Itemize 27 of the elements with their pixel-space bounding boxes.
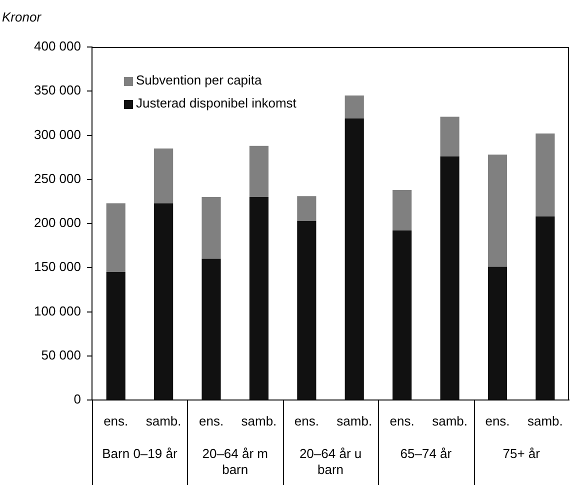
y-tick-label: 300 000 (34, 126, 81, 142)
text: Barn 0–19 år (102, 446, 178, 462)
y-tick-label: 250 000 (34, 170, 81, 186)
x-tick-label: samb. (432, 413, 468, 428)
y-tick-label: 350 000 (34, 82, 81, 98)
y-tick-label: 100 000 (34, 303, 81, 318)
x-tick-label: ens. (104, 413, 128, 428)
y-tick-label: 50 000 (41, 347, 81, 362)
x-tick-label: samb. (241, 413, 277, 428)
x-tick-label: samb. (336, 413, 372, 428)
x-tick-label: ens. (198, 413, 224, 428)
y-tick-label: 400 000 (34, 38, 81, 54)
y-tick-label: 200 000 (34, 215, 81, 230)
text: 20–64 år m barn (202, 446, 268, 478)
legend-label: Justerad disponibel inkomst (136, 96, 297, 111)
legend-label: Subvention per capita (136, 72, 263, 88)
text: 75+ år (502, 446, 541, 462)
y-tick-label: 150 000 (34, 259, 81, 274)
x-tick-label: samb. (146, 413, 182, 428)
x-tick-label: ens. (485, 413, 510, 428)
x-tick-label: samb. (527, 413, 563, 428)
x-tick-label: ens. (390, 413, 414, 428)
text: 65–74 år (400, 446, 452, 462)
text: 20–64 år u barn (299, 446, 362, 478)
y-tick-label: 0 (74, 392, 81, 407)
x-tick-label: ens. (294, 413, 319, 428)
y-axis-title: Kronor (2, 10, 42, 25)
